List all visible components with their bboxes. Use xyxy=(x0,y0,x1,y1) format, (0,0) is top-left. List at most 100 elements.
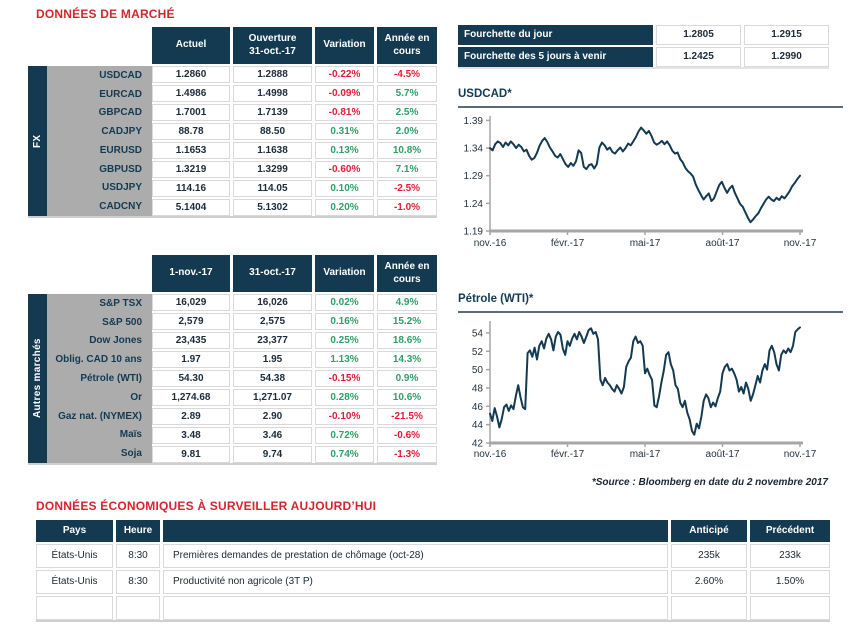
svg-text:50: 50 xyxy=(472,365,484,376)
other-markets-grid: 1-nov.-17 31-oct.-17 Variation Année en cou… xyxy=(152,255,437,463)
econ-country-cell: États-Unis xyxy=(36,544,113,568)
svg-text:1.24: 1.24 xyxy=(464,199,484,210)
econ-country-cell xyxy=(36,596,113,620)
economic-data-title: DONNÉES ÉCONOMIQUES À SURVEILLER AUJOURD… xyxy=(36,499,377,513)
fx-value-current: 114.16 xyxy=(152,180,230,197)
fx-row-label: USDCAD xyxy=(99,69,142,81)
fx-row-label: CADCNY xyxy=(99,201,142,213)
markets-value-previous: 3.46 xyxy=(233,427,312,444)
markets-ytd-cell: 0.9% xyxy=(377,370,437,387)
fx-value-previous: 5.1302 xyxy=(233,199,312,216)
markets-variation-cell: -0.10% xyxy=(315,408,374,425)
markets-ytd-cell: -1.3% xyxy=(377,446,437,463)
markets-value-current: 1.97 xyxy=(152,351,230,368)
svg-text:42: 42 xyxy=(472,439,484,450)
econ-expected-cell: 235k xyxy=(671,544,747,568)
markets-value-current: 23,435 xyxy=(152,332,230,349)
econ-time-cell xyxy=(116,596,160,620)
range-day-label: Fourchette du jour xyxy=(458,25,653,45)
markets-header-3: Année en cours xyxy=(377,255,437,292)
econ-previous-cell: 233k xyxy=(750,544,830,568)
fx-ytd-cell: 2.5% xyxy=(377,104,437,121)
fx-value-previous: 1.2888 xyxy=(233,66,312,83)
svg-text:nov.-16: nov.-16 xyxy=(474,449,507,460)
econ-event-cell: Productivité non agricole (3T P) xyxy=(163,570,668,594)
markets-row-label: S&P 500 xyxy=(102,316,142,328)
markets-value-current: 1,274.68 xyxy=(152,389,230,406)
markets-row-label: S&P TSX xyxy=(99,297,142,309)
svg-text:nov.-17: nov.-17 xyxy=(784,449,817,460)
fx-ytd-cell: -2.5% xyxy=(377,180,437,197)
fx-variation-cell: -0.60% xyxy=(315,161,374,178)
markets-row-label: Soja xyxy=(120,448,142,460)
markets-ytd-cell: 14.3% xyxy=(377,351,437,368)
fx-value-current: 88.78 xyxy=(152,123,230,140)
markets-variation-cell: 0.02% xyxy=(315,294,374,311)
markets-value-previous: 1.95 xyxy=(233,351,312,368)
markets-variation-cell: 0.28% xyxy=(315,389,374,406)
econ-previous-cell xyxy=(750,596,830,620)
markets-row-label: Pétrole (WTI) xyxy=(80,373,142,385)
fx-ytd-cell: 10.8% xyxy=(377,142,437,159)
fx-value-previous: 1.4998 xyxy=(233,85,312,102)
markets-ytd-cell: 10.6% xyxy=(377,389,437,406)
fx-value-previous: 1.3299 xyxy=(233,161,312,178)
other-markets-row-labels: S&P TSX S&P 500 Dow Jones Oblig. CAD 10 ans… xyxy=(47,294,152,463)
markets-value-previous: 9.74 xyxy=(233,446,312,463)
svg-text:nov.-17: nov.-17 xyxy=(784,238,817,249)
range-table: Fourchette du jour 1.2805 1.2915 Fourche… xyxy=(458,25,829,69)
other-markets-table: Autres marchés S&P TSX S&P 500 Dow Jones Ob… xyxy=(28,255,437,465)
markets-value-current: 2,579 xyxy=(152,313,230,330)
markets-value-previous: 54.38 xyxy=(233,370,312,387)
markets-ytd-cell: 18.6% xyxy=(377,332,437,349)
markets-value-previous: 2.90 xyxy=(233,408,312,425)
fx-variation-cell: -0.09% xyxy=(315,85,374,102)
fx-ytd-cell: -1.0% xyxy=(377,199,437,216)
markets-ytd-cell: -21.5% xyxy=(377,408,437,425)
econ-header-1: Heure xyxy=(116,520,160,542)
range-5day-label: Fourchette des 5 jours à venir xyxy=(458,47,653,67)
fx-value-current: 5.1404 xyxy=(152,199,230,216)
fx-variation-cell: 0.31% xyxy=(315,123,374,140)
svg-text:août-17: août-17 xyxy=(706,449,740,460)
fx-variation-cell: -0.81% xyxy=(315,104,374,121)
svg-text:1.39: 1.39 xyxy=(464,116,484,127)
markets-header-1: 31-oct.-17 xyxy=(233,255,312,292)
markets-ytd-cell: 15.2% xyxy=(377,313,437,330)
range-5day-high: 1.2990 xyxy=(744,47,829,67)
econ-header-0: Pays xyxy=(36,520,113,542)
markets-ytd-cell: -0.6% xyxy=(377,427,437,444)
markets-value-current: 54.30 xyxy=(152,370,230,387)
markets-value-previous: 16,026 xyxy=(233,294,312,311)
markets-row-label: Dow Jones xyxy=(89,335,142,347)
svg-text:févr.-17: févr.-17 xyxy=(551,449,585,460)
fx-header-2: Variation xyxy=(315,27,374,64)
econ-header-2 xyxy=(163,520,668,542)
econ-previous-cell: 1.50% xyxy=(750,570,830,594)
svg-text:1.34: 1.34 xyxy=(464,144,484,155)
fx-value-current: 1.4986 xyxy=(152,85,230,102)
range-day-low: 1.2805 xyxy=(656,25,741,45)
markets-variation-cell: 0.74% xyxy=(315,446,374,463)
wti-chart-title: Pétrole (WTI)* xyxy=(458,293,534,305)
fx-group-label: FX xyxy=(28,66,47,216)
fx-ytd-cell: 5.7% xyxy=(377,85,437,102)
fx-value-previous: 88.50 xyxy=(233,123,312,140)
markets-value-current: 16,029 xyxy=(152,294,230,311)
svg-text:1.19: 1.19 xyxy=(464,227,484,238)
fx-variation-cell: 0.10% xyxy=(315,180,374,197)
markets-variation-cell: -0.15% xyxy=(315,370,374,387)
fx-header-1: Ouverture 31-oct.-17 xyxy=(233,27,312,64)
fx-row-label: GBPUSD xyxy=(99,163,142,175)
svg-text:nov.-16: nov.-16 xyxy=(474,238,507,249)
svg-text:54: 54 xyxy=(472,328,484,339)
markets-value-current: 3.48 xyxy=(152,427,230,444)
economic-table: Pays Heure Anticipé Précédent États-Unis 8:30… xyxy=(36,520,830,622)
markets-header-2: Variation xyxy=(315,255,374,292)
svg-text:46: 46 xyxy=(472,402,484,413)
fx-row-labels: USDCAD EURCAD GBPCAD CADJPY EURUSD GBPUSD USDJ… xyxy=(47,66,152,216)
fx-header-3: Année en cours xyxy=(377,27,437,64)
markets-variation-cell: 0.16% xyxy=(315,313,374,330)
fx-row-label: GBPCAD xyxy=(98,107,142,119)
markets-row-label: Maïs xyxy=(119,429,142,441)
